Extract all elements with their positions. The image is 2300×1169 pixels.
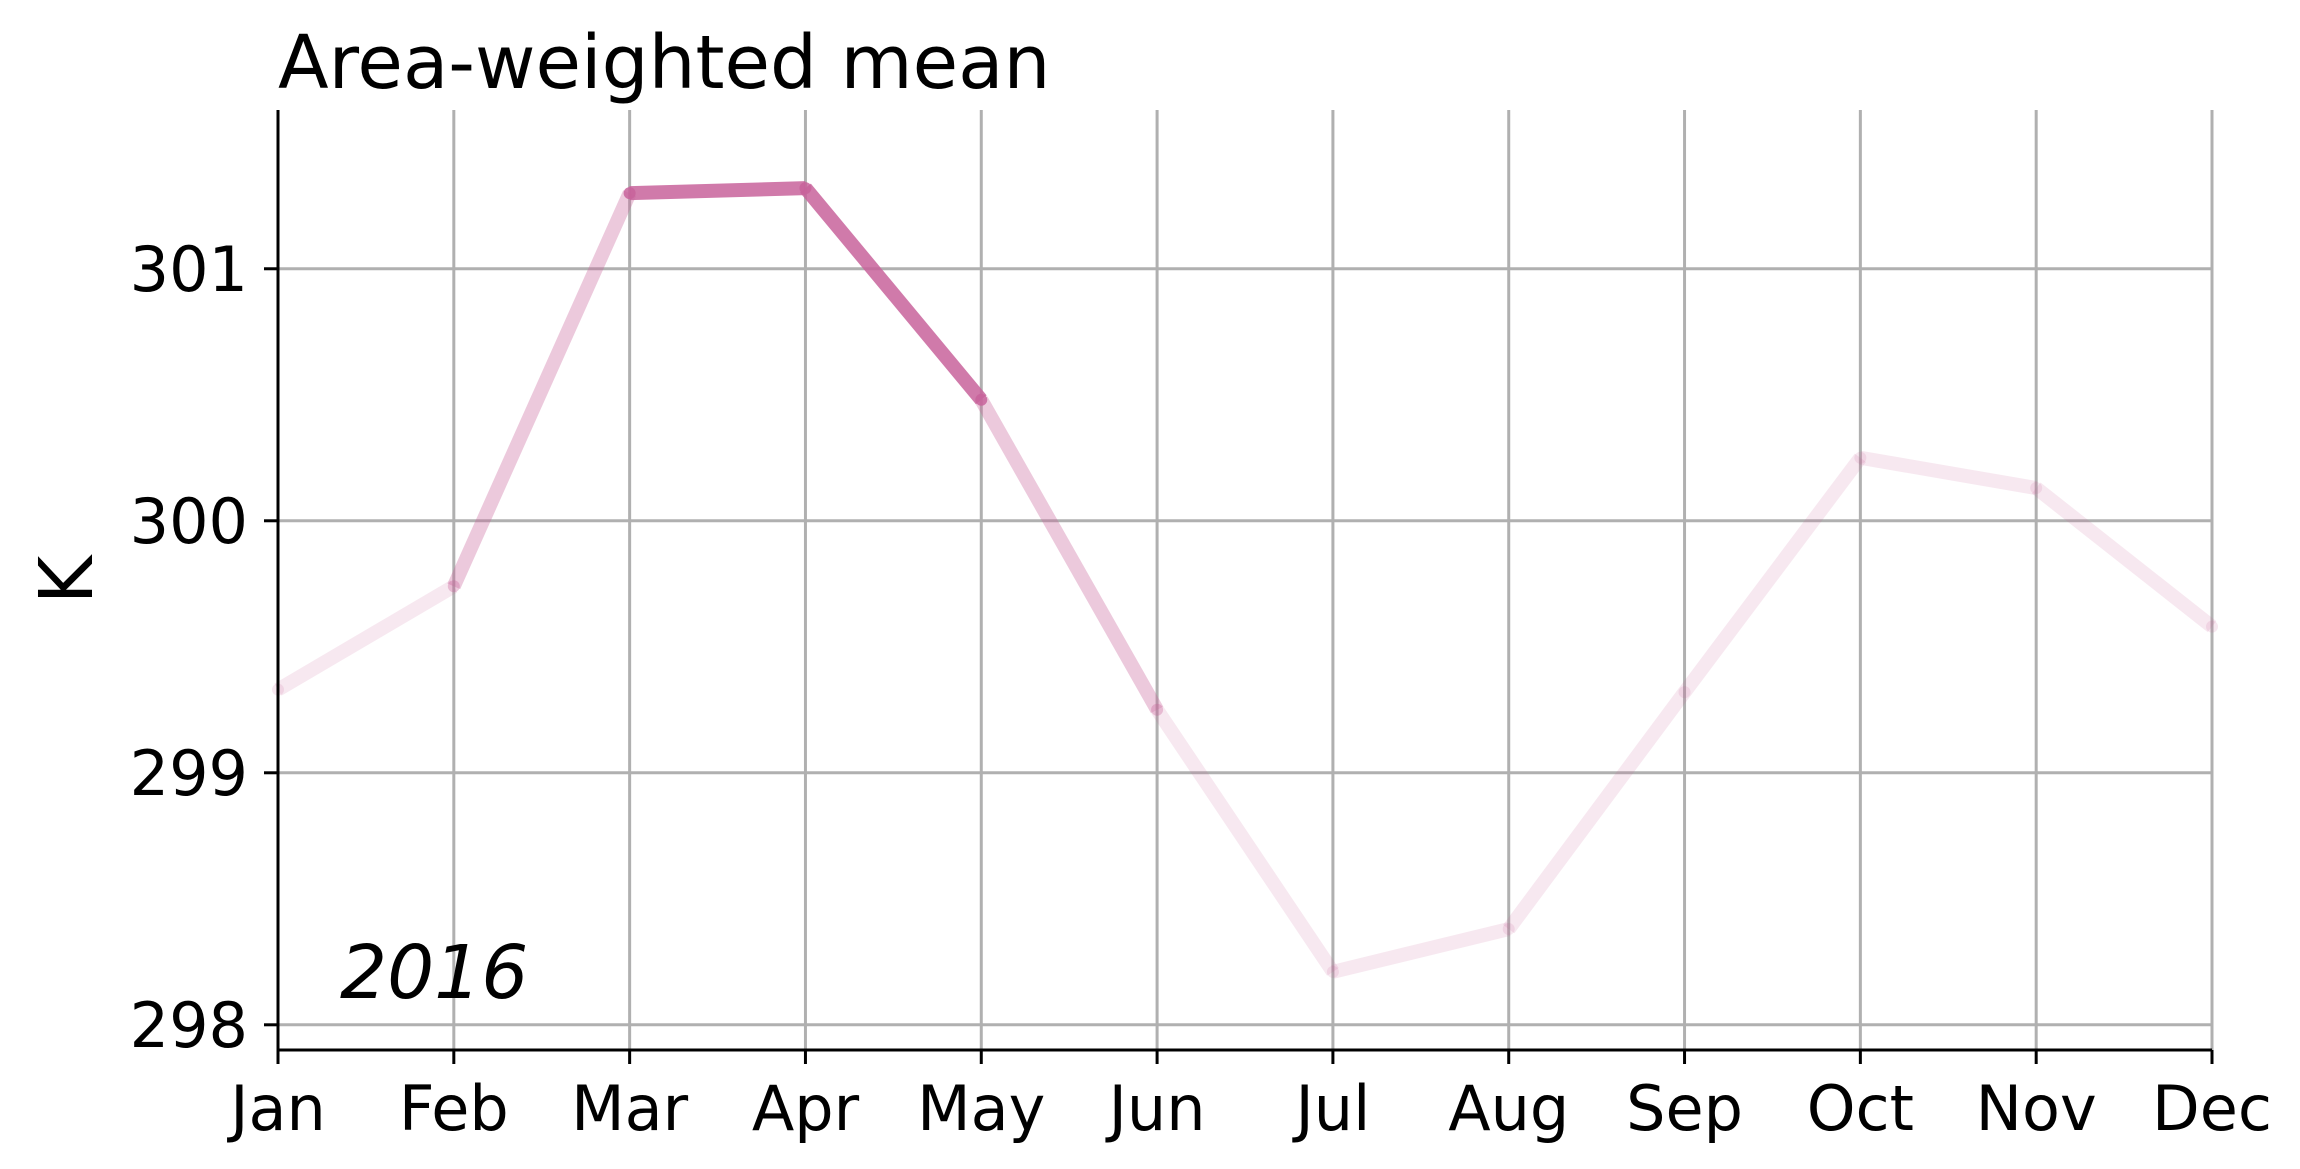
data-point: [1678, 686, 1691, 699]
x-tick-label: Jun: [1105, 1072, 1206, 1145]
line-segment: [629, 181, 806, 201]
data-point: [2206, 620, 2218, 633]
x-tick-label: Aug: [1448, 1072, 1569, 1145]
data-point: [799, 182, 812, 195]
x-tick-label: Apr: [752, 1072, 860, 1145]
y-tick-label: 299: [130, 737, 248, 810]
line-segment: [447, 190, 637, 590]
data-point: [1326, 965, 1339, 978]
x-tick-label: Dec: [2152, 1072, 2272, 1145]
grid: [276, 110, 2214, 1050]
x-tick-label: Oct: [1807, 1072, 1914, 1145]
chart-title: Area-weighted mean: [278, 20, 1050, 106]
x-tick-label: Nov: [1976, 1072, 2097, 1145]
data-point: [623, 187, 636, 200]
x-tick-label: Sep: [1626, 1072, 1743, 1145]
data-point: [1854, 451, 1867, 464]
x-tick-label: Jan: [226, 1072, 326, 1145]
year-annotation: 2016: [340, 930, 528, 1016]
line-segment: [1151, 705, 1339, 976]
y-tick-label: 298: [130, 989, 248, 1062]
data-point: [975, 393, 988, 406]
y-axis-label: K: [24, 553, 110, 604]
line-segment: [2031, 482, 2217, 633]
data-point: [447, 580, 460, 593]
line-segment: [1331, 922, 1511, 979]
x-tick-label: Jul: [1292, 1072, 1371, 1145]
x-tick-label: Feb: [399, 1072, 509, 1145]
axes: Jan Feb Mar Apr May Jun Jul Aug Sep Oct Nov Dec 298 2…: [130, 110, 2272, 1145]
line-segment: [975, 396, 1164, 714]
data-series: [272, 181, 2218, 979]
data-point: [2030, 482, 2043, 495]
line-segment: [1859, 450, 2038, 495]
line-segment: [800, 183, 987, 405]
line-segment: [274, 580, 458, 696]
line-segment: [1678, 453, 1866, 697]
y-tick-label: 301: [130, 233, 248, 306]
line-segment: [1503, 687, 1691, 934]
y-tick-label: 300: [130, 485, 248, 558]
x-tick-label: May: [917, 1072, 1045, 1145]
x-tick-label: Mar: [571, 1072, 688, 1145]
data-point: [1502, 923, 1515, 936]
data-point: [1151, 703, 1164, 716]
